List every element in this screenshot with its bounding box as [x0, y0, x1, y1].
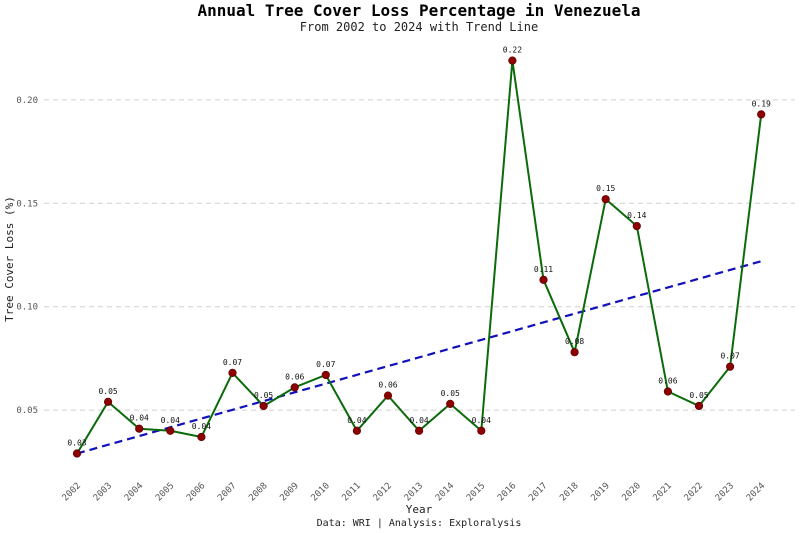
data-point-2024 [757, 110, 766, 119]
data-point-2019 [601, 195, 610, 204]
data-label-2006: 0.04 [192, 422, 211, 431]
data-label-2010: 0.07 [316, 360, 335, 369]
data-label-2014: 0.05 [441, 389, 460, 398]
data-point-2016 [508, 56, 517, 65]
data-point-2023 [725, 362, 735, 371]
data-label-2003: 0.05 [98, 387, 117, 396]
data-point-2021 [663, 387, 673, 396]
x-tick-label: 2011 [341, 481, 363, 503]
data-point-2009 [290, 383, 299, 392]
trend-line [76, 260, 762, 455]
y-tick-label: 0.20 [16, 96, 38, 106]
data-label-2018: 0.08 [565, 337, 584, 346]
y-axis-ticks: 0.05 0.10 0.15 0.20 [16, 96, 38, 416]
data-label-2017: 0.11 [534, 265, 553, 274]
data-label-2008: 0.05 [254, 391, 273, 400]
x-tick-label: 2020 [621, 481, 643, 503]
data-point-2005 [166, 426, 175, 435]
data-label-2005: 0.04 [161, 416, 180, 425]
data-label-2015: 0.04 [472, 416, 491, 425]
data-point-2007 [228, 368, 237, 377]
series-line-tree-cover-loss [76, 59, 763, 455]
data-point-2012 [383, 391, 393, 400]
x-tick-label: 2002 [61, 481, 83, 503]
x-tick-label: 2018 [558, 481, 580, 503]
data-label-2024: 0.19 [752, 99, 771, 108]
data-label-2016: 0.22 [503, 46, 522, 55]
grid-lines [44, 99, 795, 411]
data-point-2008 [259, 401, 268, 411]
x-tick-label: 2009 [278, 481, 300, 503]
x-tick-label: 2015 [465, 481, 487, 503]
data-labels: 0.03 0.05 0.04 0.04 0.04 0.07 0.05 0.06 0.07 0.04… [67, 46, 771, 448]
x-tick-label: 2004 [123, 481, 145, 503]
data-point-2015 [477, 426, 486, 435]
x-axis-ticks: 2002 2003 2004 2005 2006 2007 2008 2009 2010 2011… [61, 481, 768, 503]
x-tick-label: 2016 [496, 481, 518, 503]
data-label-2009: 0.06 [285, 372, 304, 381]
y-tick-label: 0.05 [16, 406, 38, 416]
x-tick-label: 2010 [310, 481, 332, 503]
y-axis-title: Tree Cover Loss (%) [3, 196, 16, 322]
x-tick-label: 2007 [216, 481, 238, 503]
x-tick-label: 2006 [185, 481, 207, 503]
x-tick-label: 2022 [683, 481, 705, 503]
data-label-2011: 0.04 [347, 416, 366, 425]
x-tick-label: 2023 [714, 481, 736, 503]
data-point-2003 [103, 397, 113, 406]
x-tick-label: 2014 [434, 481, 456, 503]
x-tick-label: 2003 [92, 481, 114, 503]
data-label-2019: 0.15 [596, 184, 615, 193]
x-tick-label: 2017 [527, 481, 549, 503]
data-label-2004: 0.04 [130, 414, 149, 423]
data-label-2021: 0.06 [658, 376, 677, 385]
data-label-2002: 0.03 [67, 439, 86, 448]
x-tick-label: 2021 [652, 481, 674, 503]
data-point-2022 [694, 401, 704, 411]
data-label-2022: 0.05 [689, 391, 708, 400]
data-points [72, 56, 766, 458]
chart-title: Annual Tree Cover Loss Percentage in Ven… [197, 1, 640, 20]
data-point-2014 [446, 399, 455, 408]
x-tick-label: 2008 [247, 481, 269, 503]
y-tick-label: 0.15 [16, 199, 38, 209]
data-point-2011 [352, 426, 362, 435]
data-point-2002 [72, 449, 82, 458]
chart-caption: Data: WRI | Analysis: Exploralysis [317, 518, 522, 529]
x-tick-label: 2005 [154, 481, 176, 503]
data-point-2020 [632, 221, 641, 231]
data-point-2018 [570, 348, 579, 357]
x-tick-label: 2024 [745, 481, 767, 503]
data-label-2020: 0.14 [627, 211, 646, 220]
data-point-2006 [197, 432, 206, 442]
data-point-2017 [539, 275, 548, 284]
data-point-2004 [135, 424, 144, 433]
data-label-2012: 0.06 [378, 381, 397, 390]
x-tick-label: 2013 [403, 481, 425, 503]
data-point-2013 [415, 426, 424, 435]
data-label-2013: 0.04 [409, 416, 428, 425]
chart-subtitle: From 2002 to 2024 with Trend Line [300, 20, 538, 34]
x-axis-title: Year [406, 503, 433, 516]
y-tick-label: 0.10 [16, 303, 38, 313]
x-tick-label: 2019 [589, 481, 611, 503]
data-label-2023: 0.07 [720, 352, 739, 361]
data-point-2010 [321, 370, 330, 380]
data-label-2007: 0.07 [223, 358, 242, 367]
x-tick-label: 2012 [372, 481, 394, 503]
